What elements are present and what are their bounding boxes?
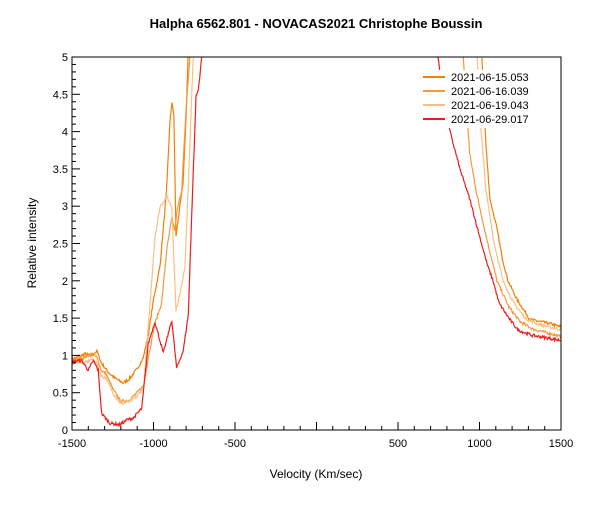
legend: 2021-06-15.053 2021-06-16.039 2021-06-19.0… [420, 70, 540, 128]
y-tick-label: 4.5 [53, 89, 68, 101]
series-line-2021-06-19.043-segment-1 [476, 57, 561, 332]
y-tick-label: 1 [62, 350, 68, 362]
legend-label: 2021-06-16.039 [451, 86, 529, 98]
x-axis-label: Velocity (Km/sec) [270, 467, 363, 481]
series-line-2021-06-29.017-segment-1 [437, 57, 561, 343]
y-axis-label: Relative intensity [25, 198, 39, 289]
y-tick-label: 2.5 [53, 239, 68, 251]
y-tick-label: 4 [62, 127, 68, 139]
y-tick-label: 2 [62, 276, 68, 288]
x-tick-label: 500 [389, 438, 407, 450]
y-tick-label: 1.5 [53, 313, 68, 325]
series-line-2021-06-16.039-segment-1 [462, 57, 561, 340]
x-tick-label: -1000 [139, 438, 167, 450]
legend-label: 2021-06-19.043 [451, 100, 529, 112]
x-tick-label: 1000 [467, 438, 491, 450]
y-tick-label: 0 [62, 425, 68, 437]
x-tick-label: -1500 [58, 438, 86, 450]
series-layer [72, 57, 561, 428]
legend-label: 2021-06-29.017 [451, 114, 529, 126]
chart-title: Halpha 6562.801 - NOVACAS2021 Christophe… [150, 16, 483, 31]
y-tick-label: 3 [62, 201, 68, 213]
y-tick-label: 3.5 [53, 164, 68, 176]
series-line-2021-06-15.053-segment-0 [72, 57, 189, 385]
series-line-2021-06-19.043-segment-0 [72, 57, 194, 406]
series-line-2021-06-15.053-segment-1 [481, 57, 561, 329]
y-tick-label: 0.5 [53, 388, 68, 400]
y-tick-label: 5 [62, 52, 68, 64]
legend-label: 2021-06-15.053 [451, 72, 529, 84]
x-tick-label: 1500 [549, 438, 573, 450]
series-line-2021-06-29.017-segment-0 [72, 57, 203, 428]
axes-layer: 0 0.5 1 1.5 2 2.5 3 3.5 4 4.5 5 -1500 -1000 -500 500 10… [53, 52, 574, 450]
x-tick-label: -500 [224, 438, 246, 450]
